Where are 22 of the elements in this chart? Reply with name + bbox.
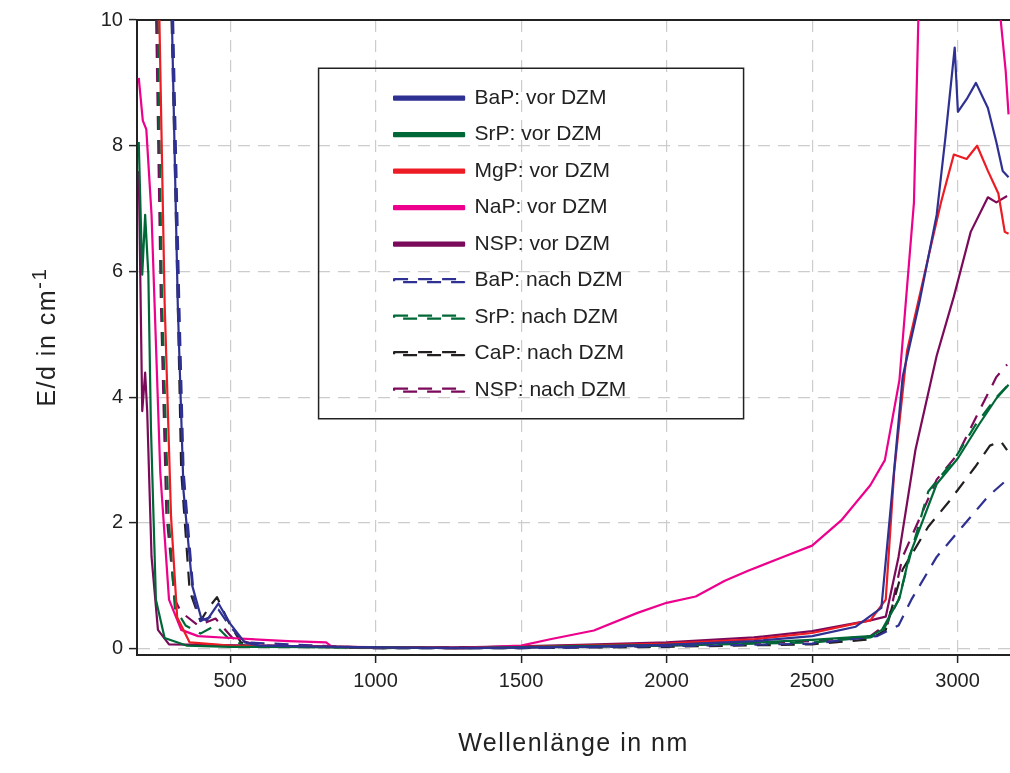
x-axis-title: Wellenlänge in nm xyxy=(457,728,690,757)
x-tick-label: 3000 xyxy=(935,668,980,691)
y-tick-label: 4 xyxy=(111,384,123,407)
legend-label: SrP: vor DZM xyxy=(474,121,602,145)
x-tick-label: 1000 xyxy=(353,668,398,691)
x-tick-label: 2500 xyxy=(789,668,835,691)
y-tick-label: 0 xyxy=(111,636,123,659)
y-tick-label: 2 xyxy=(111,510,123,533)
legend-label: SrP: nach DZM xyxy=(474,303,619,327)
legend-label: BaP: vor DZM xyxy=(474,84,607,108)
legend-label: MgP: vor DZM xyxy=(474,157,610,181)
y-tick-label: 8 xyxy=(111,133,123,156)
legend-label: NSP: nach DZM xyxy=(474,376,627,400)
y-tick-label: 10 xyxy=(100,7,123,30)
x-tick-label: 1500 xyxy=(498,668,544,691)
legend-label: CaP: nach DZM xyxy=(474,340,624,364)
legend-label: NSP: vor DZM xyxy=(474,230,610,254)
legend-label: BaP: nach DZM xyxy=(474,267,623,291)
y-tick-label: 6 xyxy=(111,259,123,281)
legend-label: NaP: vor DZM xyxy=(474,194,608,218)
x-tick-label: 2000 xyxy=(644,668,689,691)
x-tick-label: 500 xyxy=(213,668,247,691)
